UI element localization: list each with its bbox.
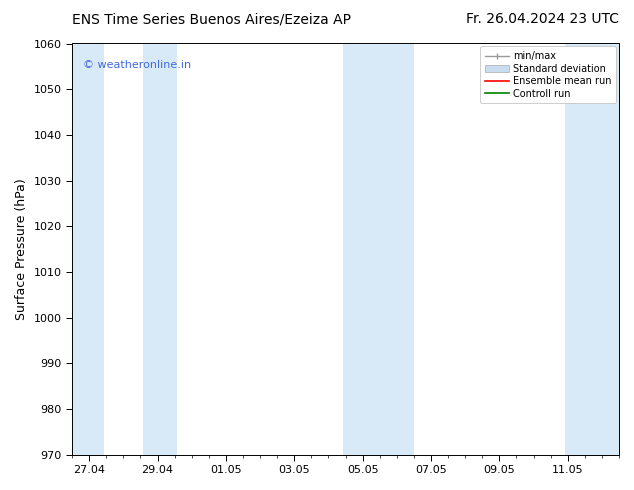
Bar (343, 44, 382, 455)
Text: Fr. 26.04.2024 23 UTC: Fr. 26.04.2024 23 UTC (466, 12, 619, 26)
Bar (382, 44, 414, 455)
Y-axis label: Surface Pressure (hPa): Surface Pressure (hPa) (15, 178, 28, 320)
Bar (72, 44, 103, 455)
Bar (143, 44, 178, 455)
Text: ENS Time Series Buenos Aires/Ezeiza AP: ENS Time Series Buenos Aires/Ezeiza AP (72, 12, 351, 26)
Text: © weatheronline.in: © weatheronline.in (83, 60, 191, 70)
Legend: min/max, Standard deviation, Ensemble mean run, Controll run: min/max, Standard deviation, Ensemble me… (480, 47, 616, 103)
Bar (565, 44, 619, 455)
